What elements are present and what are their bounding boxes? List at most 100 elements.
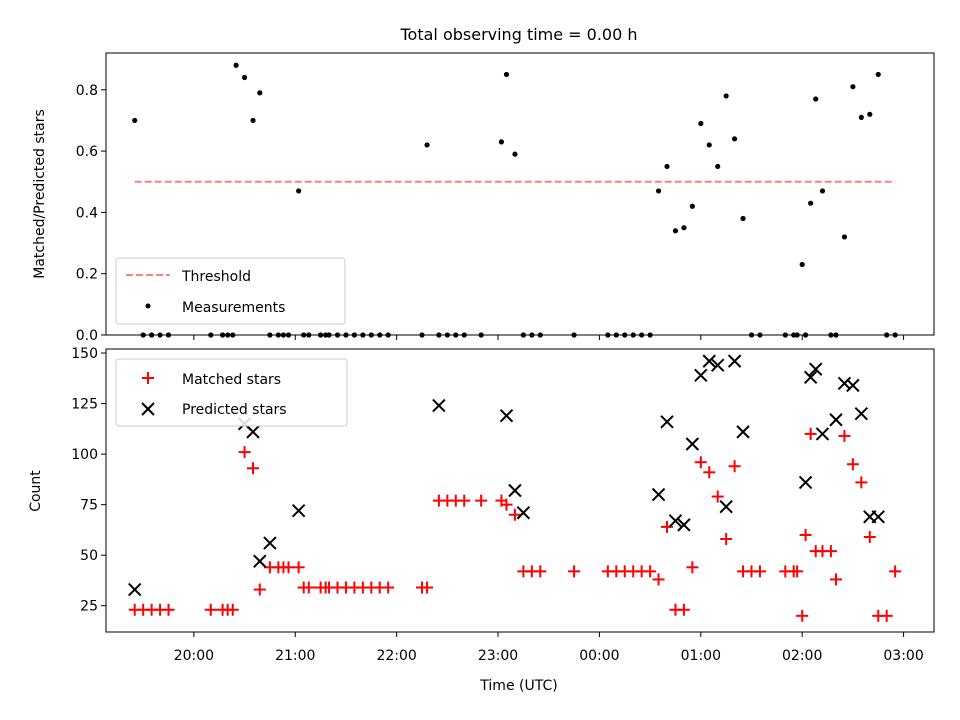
matched-star-point (568, 565, 581, 578)
predicted-star-point (710, 358, 725, 372)
measurement-point (132, 117, 138, 124)
matched-star-point (421, 581, 434, 594)
predicted-points-layer (128, 354, 885, 597)
count-x-tick-label: 01:00 (681, 648, 721, 664)
matched-star-point (838, 429, 851, 442)
predicted-star-point (668, 514, 683, 528)
measurement-point (875, 71, 881, 78)
count-y-tick-label: 150 (71, 346, 98, 362)
matched-star-point (686, 561, 699, 574)
ratio-y-tick-label: 0.8 (76, 83, 98, 99)
matched-star-point (824, 545, 837, 558)
measurement-point (498, 139, 505, 145)
matched-star-point (855, 476, 868, 489)
count-x-axis: 20:00 21:00 22:00 23:00 00:00 01:00 02:00 03:00 (174, 632, 924, 664)
count-x-axis-label: Time (UTC) (479, 678, 557, 694)
predicted-star-point (702, 354, 716, 368)
measurement-point (841, 234, 848, 240)
predicted-star-point (837, 376, 852, 391)
matched-star-point (799, 528, 812, 541)
count-y-tick-label: 50 (80, 548, 98, 564)
count-x-tick-label: 00:00 (579, 648, 619, 664)
count-plot-frame (105, 348, 935, 633)
ratio-legend-box (115, 257, 346, 325)
matched-star-point (382, 581, 395, 594)
matched-star-point (500, 498, 513, 511)
matched-star-point (534, 565, 547, 578)
count-y-tick-label: 75 (80, 498, 98, 514)
count-panel: 25 50 75 100 125 150 20:00 21:00 22:00 23:00 00:0… (28, 346, 935, 694)
predicted-star-point (798, 475, 813, 490)
predicted-star-point (727, 354, 742, 368)
measurement-point (233, 62, 239, 68)
count-x-tick-label: 20:00 (174, 648, 214, 664)
matched-star-point (238, 446, 251, 459)
ratio-y-tick-label: 0.6 (76, 144, 98, 160)
predicted-star-point (516, 506, 531, 520)
chart-title: Total observing time = 0.00 h (399, 25, 637, 44)
measurement-point (664, 163, 670, 170)
predicted-star-point (246, 425, 260, 439)
count-y-tick-label: 25 (80, 599, 98, 615)
matched-star-point (880, 609, 893, 622)
matched-legend-label: Matched stars (182, 372, 281, 388)
matched-star-point (475, 494, 488, 507)
ratio-y-tick-label: 0.0 (76, 328, 98, 344)
measurement-point (819, 188, 826, 194)
measurement-point (723, 93, 729, 99)
matched-star-point (829, 573, 842, 586)
measurement-point (715, 163, 721, 170)
matched-star-point (863, 530, 876, 543)
predicted-star-point (694, 368, 708, 382)
measurement-point (257, 90, 263, 96)
measurement-point (858, 114, 864, 120)
matched-star-point (508, 508, 521, 521)
matched-star-point (644, 565, 657, 578)
predicted-star-point (253, 554, 267, 568)
predicted-star-point (854, 406, 869, 421)
predicted-star-point (128, 582, 142, 597)
matched-star-point (162, 603, 175, 616)
measurement-point (250, 117, 256, 124)
ratio-plot-frame (105, 52, 935, 336)
matched-star-point (703, 466, 716, 479)
predicted-star-point (660, 415, 674, 429)
measurements-legend-marker (145, 303, 151, 309)
measurement-point (681, 225, 687, 231)
measurement-point (867, 111, 873, 117)
measurement-point (655, 188, 662, 194)
matched-star-point (889, 565, 902, 578)
count-y-tick-label: 125 (71, 397, 98, 413)
predicted-star-point (871, 510, 885, 524)
matched-star-point (720, 533, 733, 546)
predicted-star-point (291, 504, 306, 518)
matched-star-point (804, 427, 817, 440)
measurement-point (850, 84, 856, 90)
matched-legend-marker (142, 372, 154, 384)
matched-star-point (753, 565, 766, 578)
predicted-star-point (846, 378, 860, 393)
matched-star-point (661, 520, 674, 533)
predicted-star-point (432, 398, 446, 413)
predicted-star-point (719, 499, 733, 514)
ratio-y-tick-label: 0.4 (76, 205, 98, 221)
predicted-star-point (815, 427, 830, 441)
measurement-point (672, 228, 679, 234)
measurement-point (706, 142, 712, 148)
matched-star-point (302, 581, 315, 594)
predicted-star-point (809, 362, 823, 376)
matched-star-point (711, 490, 724, 503)
count-y-axis-label: Count (28, 470, 44, 512)
measurement-point (689, 203, 695, 209)
measurements-legend-label: Measurements (182, 300, 285, 316)
measurement-point (740, 215, 746, 222)
count-x-tick-label: 21:00 (275, 648, 315, 664)
count-y-tick-label: 100 (71, 447, 98, 463)
predicted-star-point (736, 425, 750, 439)
matched-star-point (204, 603, 217, 616)
predicted-star-point (508, 483, 522, 498)
predicted-star-point (651, 487, 666, 502)
predicted-legend-label: Predicted stars (182, 402, 287, 418)
count-legend: Matched stars Predicted stars (115, 358, 348, 427)
